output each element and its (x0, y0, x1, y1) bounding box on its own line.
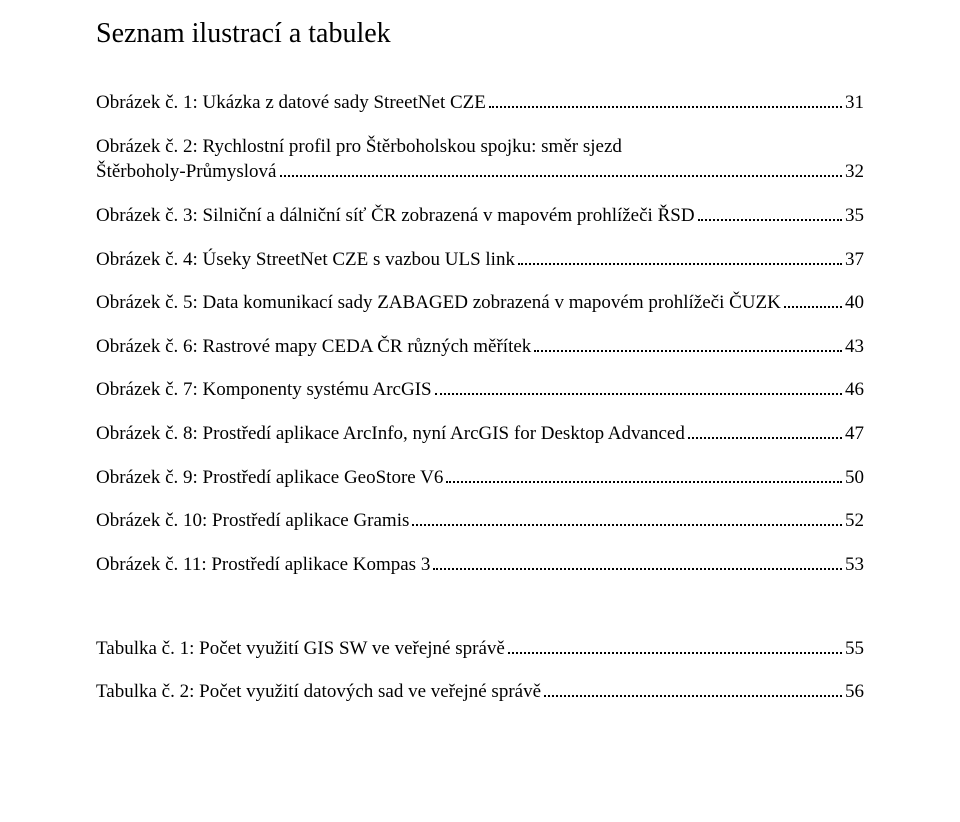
toc-page: 35 (845, 203, 864, 229)
toc-entry: Obrázek č. 1: Ukázka z datové sady Stree… (96, 90, 864, 116)
toc-leader (412, 524, 842, 526)
toc-entry: Obrázek č. 4: Úseky StreetNet CZE s vazb… (96, 247, 864, 273)
toc-page: 32 (845, 159, 864, 185)
toc-label: Obrázek č. 2: Rychlostní profil pro Štěr… (96, 134, 864, 160)
toc-entry: Obrázek č. 3: Silniční a dálniční síť ČR… (96, 203, 864, 229)
toc-entry: Tabulka č. 1: Počet využití GIS SW ve ve… (96, 636, 864, 662)
toc-entry: Obrázek č. 9: Prostředí aplikace GeoStor… (96, 465, 864, 491)
toc-page: 50 (845, 465, 864, 491)
toc-leader (508, 652, 842, 654)
toc-leader (435, 393, 842, 395)
toc-leader (784, 306, 842, 308)
tables-list: Tabulka č. 1: Počet využití GIS SW ve ve… (96, 636, 864, 705)
toc-leader (489, 106, 842, 108)
section-gap (96, 596, 864, 636)
toc-entry: Obrázek č. 7: Komponenty systému ArcGIS … (96, 377, 864, 403)
figures-list: Obrázek č. 1: Ukázka z datové sady Stree… (96, 90, 864, 578)
toc-entry: Obrázek č. 6: Rastrové mapy CEDA ČR různ… (96, 334, 864, 360)
toc-leader (518, 263, 842, 265)
toc-entry: Obrázek č. 11: Prostředí aplikace Kompas… (96, 552, 864, 578)
toc-page: 37 (845, 247, 864, 273)
toc-page: 56 (845, 679, 864, 705)
toc-page: 46 (845, 377, 864, 403)
toc-label: Obrázek č. 4: Úseky StreetNet CZE s vazb… (96, 247, 515, 273)
toc-leader (433, 568, 842, 570)
toc-leader (446, 481, 842, 483)
toc-leader (698, 219, 842, 221)
toc-label: Obrázek č. 6: Rastrové mapy CEDA ČR různ… (96, 334, 531, 360)
toc-label: Štěrboholy-Průmyslová (96, 159, 277, 185)
toc-label: Obrázek č. 10: Prostředí aplikace Gramis (96, 508, 409, 534)
toc-page: 53 (845, 552, 864, 578)
toc-leader (688, 437, 842, 439)
toc-page: 31 (845, 90, 864, 116)
toc-page: 43 (845, 334, 864, 360)
toc-label: Obrázek č. 1: Ukázka z datové sady Stree… (96, 90, 486, 116)
toc-label: Obrázek č. 9: Prostředí aplikace GeoStor… (96, 465, 443, 491)
toc-page: 55 (845, 636, 864, 662)
toc-page: 47 (845, 421, 864, 447)
toc-page: 52 (845, 508, 864, 534)
toc-label: Tabulka č. 1: Počet využití GIS SW ve ve… (96, 636, 505, 662)
toc-entry: Tabulka č. 2: Počet využití datových sad… (96, 679, 864, 705)
toc-entry: Obrázek č. 5: Data komunikací sady ZABAG… (96, 290, 864, 316)
toc-entry: Obrázek č. 2: Rychlostní profil pro Štěr… (96, 134, 864, 185)
toc-label: Obrázek č. 8: Prostředí aplikace ArcInfo… (96, 421, 685, 447)
toc-leader (280, 175, 843, 177)
page: Seznam ilustrací a tabulek Obrázek č. 1:… (0, 0, 960, 822)
page-title: Seznam ilustrací a tabulek (96, 18, 864, 50)
toc-entry: Obrázek č. 8: Prostředí aplikace ArcInfo… (96, 421, 864, 447)
toc-leader (534, 350, 842, 352)
toc-page: 40 (845, 290, 864, 316)
toc-entry: Obrázek č. 10: Prostředí aplikace Gramis… (96, 508, 864, 534)
toc-label: Obrázek č. 3: Silniční a dálniční síť ČR… (96, 203, 695, 229)
toc-label: Obrázek č. 11: Prostředí aplikace Kompas… (96, 552, 430, 578)
toc-label: Obrázek č. 5: Data komunikací sady ZABAG… (96, 290, 781, 316)
toc-label: Tabulka č. 2: Počet využití datových sad… (96, 679, 541, 705)
toc-leader (544, 695, 842, 697)
toc-label: Obrázek č. 7: Komponenty systému ArcGIS (96, 377, 432, 403)
